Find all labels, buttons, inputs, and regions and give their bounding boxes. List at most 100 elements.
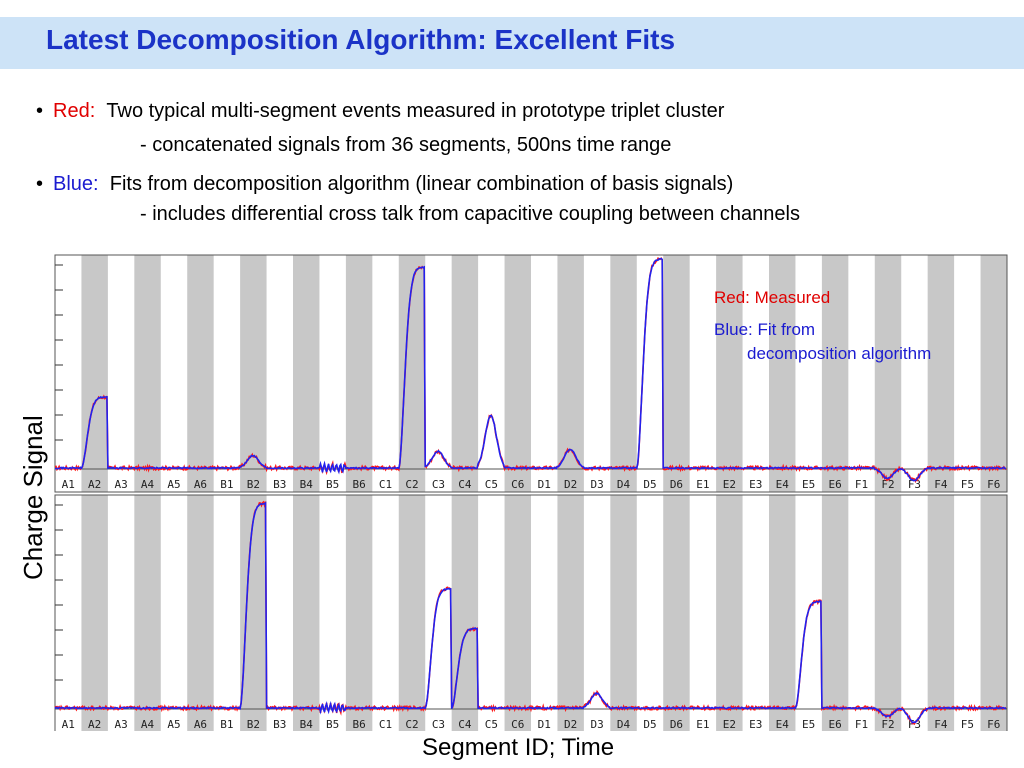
segment-shade — [398, 495, 426, 731]
segment-label-C2: C2 — [405, 718, 418, 731]
segment-label-C5: C5 — [485, 478, 498, 491]
segment-shade — [874, 495, 902, 731]
segment-label-A5: A5 — [167, 478, 180, 491]
segment-label-D3: D3 — [590, 478, 603, 491]
bullet-1-text: Two typical multi-segment events measure… — [106, 100, 725, 122]
segment-label-B5: B5 — [326, 718, 339, 731]
segment-label-A6: A6 — [194, 718, 207, 731]
segment-label-D3: D3 — [590, 718, 603, 731]
title-bar: Latest Decomposition Algorithm: Excellen… — [0, 17, 1024, 69]
segment-label-D4: D4 — [617, 718, 631, 731]
segment-label-C1: C1 — [379, 478, 392, 491]
segment-shade — [716, 255, 743, 492]
segment-label-D2: D2 — [564, 478, 577, 491]
segment-label-F1: F1 — [855, 718, 868, 731]
legend-fit-line1: Blue: Fit from — [714, 320, 815, 339]
bullet-2-sub: - includes differential cross talk from … — [140, 203, 800, 225]
segment-shade — [557, 495, 584, 731]
segment-shade — [557, 255, 584, 492]
segment-shade — [134, 495, 161, 731]
segment-label-D2: D2 — [564, 718, 577, 731]
segment-label-D5: D5 — [643, 718, 656, 731]
bullet-1-sub: - concatenated signals from 36 segments,… — [140, 134, 672, 156]
segment-shade — [927, 495, 955, 731]
segment-shade — [610, 495, 637, 731]
segment-label-C1: C1 — [379, 718, 392, 731]
segment-label-B6: B6 — [352, 718, 365, 731]
segment-label-D5: D5 — [643, 478, 656, 491]
segment-label-D6: D6 — [670, 718, 683, 731]
segment-label-E2: E2 — [723, 478, 736, 491]
panel-frame — [54, 254, 1008, 493]
segment-shade — [451, 495, 479, 731]
segment-shade — [769, 255, 796, 492]
segment-label-E3: E3 — [749, 718, 762, 731]
segment-label-B4: B4 — [300, 718, 314, 731]
segment-label-E4: E4 — [776, 718, 790, 731]
segment-label-D1: D1 — [538, 718, 551, 731]
segment-label-E5: E5 — [802, 718, 815, 731]
segment-shade — [451, 255, 479, 492]
legend-fit-line2: decomposition algorithm — [747, 344, 931, 363]
segment-label-A4: A4 — [141, 478, 155, 491]
fit-trace-2 — [54, 501, 1007, 724]
segment-label-E1: E1 — [696, 718, 709, 731]
segment-label-C2: C2 — [405, 478, 418, 491]
segment-label-E2: E2 — [723, 718, 736, 731]
segment-label-A4: A4 — [141, 718, 155, 731]
segment-label-A6: A6 — [194, 478, 207, 491]
charge-signal-chart: A1 A2 A3 A4 A5 A6 B1 B2 B3 B4 B5 B6 C1 C2 C3 C4 C5 C6 D1 D2… — [54, 254, 1008, 731]
segment-shade — [980, 495, 1007, 731]
bullet-dot: • — [36, 173, 44, 195]
bullet-2-label: Blue: — [53, 173, 99, 195]
segment-shade — [293, 255, 320, 492]
bullet-2-text: Fits from decomposition algorithm (linea… — [109, 173, 734, 195]
panel-frame — [54, 494, 1008, 731]
y-axis-label: Charge Signal — [18, 415, 48, 580]
segment-label-C6: C6 — [511, 478, 524, 491]
segment-shade — [504, 495, 531, 731]
segment-label-F4: F4 — [934, 718, 948, 731]
segment-label-E1: E1 — [696, 478, 709, 491]
segment-label-E4: E4 — [776, 478, 790, 491]
segment-shade — [663, 255, 690, 492]
segment-shade — [980, 255, 1007, 492]
segment-shade — [610, 255, 637, 492]
segment-label-C3: C3 — [432, 718, 445, 731]
segment-label-E6: E6 — [828, 718, 841, 731]
segment-shade — [81, 495, 108, 731]
segment-label-A1: A1 — [62, 718, 75, 731]
segment-label-F6: F6 — [987, 718, 1000, 731]
segment-label-C6: C6 — [511, 718, 524, 731]
bullet-1: • Red: Two typical multi-segment events m… — [36, 100, 724, 123]
segment-shade — [874, 255, 902, 492]
segment-shade — [187, 255, 214, 492]
segment-label-D6: D6 — [670, 478, 683, 491]
segment-label-B4: B4 — [300, 478, 314, 491]
segment-shade — [134, 255, 161, 492]
segment-shade — [927, 255, 955, 492]
segment-label-B6: B6 — [352, 478, 365, 491]
segment-label-E3: E3 — [749, 478, 762, 491]
segment-label-B1: B1 — [220, 718, 233, 731]
segment-label-B5: B5 — [326, 478, 339, 491]
segment-label-A2: A2 — [88, 478, 101, 491]
segment-label-A3: A3 — [114, 718, 127, 731]
segment-label-C4: C4 — [458, 478, 472, 491]
segment-shade — [187, 495, 214, 731]
segment-shade — [398, 255, 426, 492]
segment-shade — [240, 495, 267, 731]
segment-label-A1: A1 — [62, 478, 75, 491]
segment-shade — [240, 255, 267, 492]
bullet-1-label: Red: — [53, 100, 96, 122]
segment-label-A2: A2 — [88, 718, 101, 731]
segment-shade — [81, 255, 108, 492]
segment-label-F6: F6 — [987, 478, 1000, 491]
segment-label-C3: C3 — [432, 478, 445, 491]
segment-label-F1: F1 — [855, 478, 868, 491]
segment-label-B2: B2 — [247, 718, 260, 731]
segment-shade — [821, 255, 849, 492]
segment-label-B3: B3 — [273, 718, 286, 731]
segment-label-D1: D1 — [538, 478, 551, 491]
segment-label-E5: E5 — [802, 478, 815, 491]
